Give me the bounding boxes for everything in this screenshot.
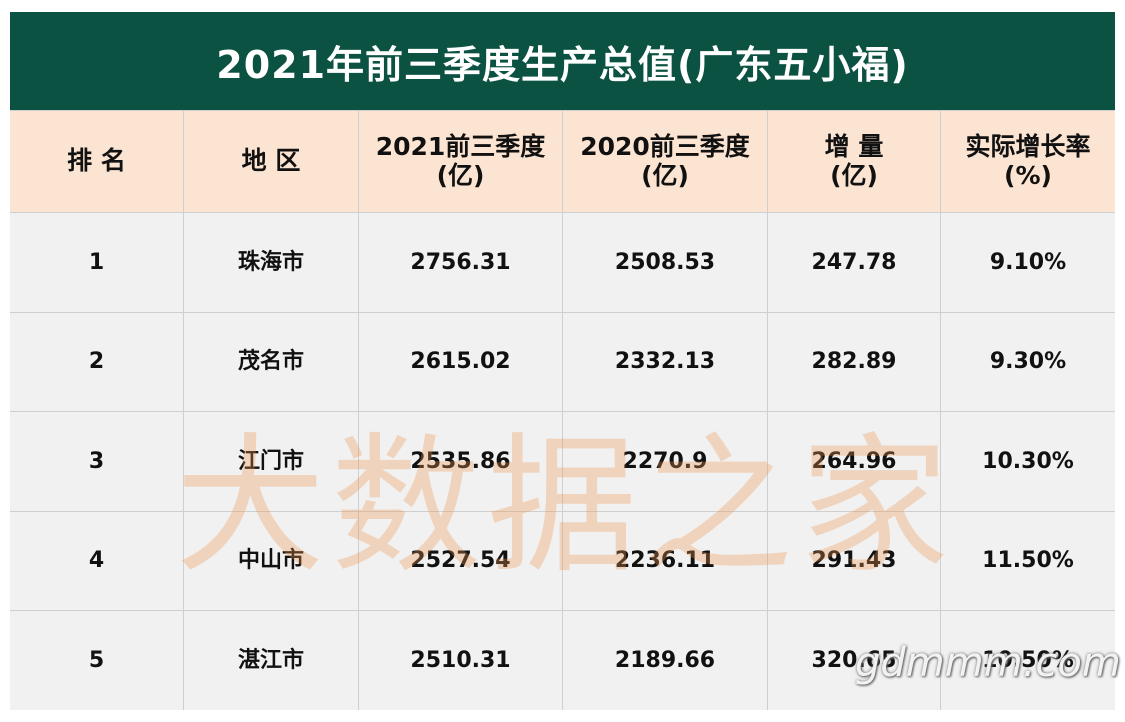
table-cell: 中山市 xyxy=(184,511,358,611)
table-cell: 264.96 xyxy=(768,412,940,511)
table-cell: 江门市 xyxy=(184,412,358,511)
table-cell: 2615.02 xyxy=(359,312,562,412)
header-cell: 2021前三季度 (亿) xyxy=(359,111,562,212)
header-cell: 地 区 xyxy=(184,111,358,212)
table-cell: 2508.53 xyxy=(563,213,767,312)
table-cell: 9.30% xyxy=(941,312,1115,412)
table-cell: 2535.86 xyxy=(359,412,562,511)
table-cell: 2332.13 xyxy=(563,312,767,412)
table-cell: 2 xyxy=(10,312,183,412)
table-cell: 291.43 xyxy=(768,511,940,611)
table-cell: 4 xyxy=(10,511,183,611)
table-cell: 湛江市 xyxy=(184,611,358,710)
table-cell: 5 xyxy=(10,611,183,710)
table-cell: 2756.31 xyxy=(359,213,562,312)
table-title: 2021年前三季度生产总值(广东五小福) xyxy=(10,12,1115,110)
table-cell: 11.50% xyxy=(941,511,1115,611)
header-cell: 2020前三季度 (亿) xyxy=(563,111,767,212)
table-cell: 282.89 xyxy=(768,312,940,412)
table-cell: 10.30% xyxy=(941,412,1115,511)
header-cell: 增 量 (亿) xyxy=(768,111,940,212)
table-cell: 9.10% xyxy=(941,213,1115,312)
table-cell: 2510.31 xyxy=(359,611,562,710)
header-cell: 排 名 xyxy=(10,111,183,212)
header-cell: 实际增长率 (%) xyxy=(941,111,1115,212)
table-cell: 320.65 xyxy=(768,611,940,710)
table-cell: 1 xyxy=(10,213,183,312)
table-cell: 10.50% xyxy=(941,611,1115,710)
table-cell: 珠海市 xyxy=(184,213,358,312)
table-cell: 茂名市 xyxy=(184,312,358,412)
table-cell: 2236.11 xyxy=(563,511,767,611)
table-cell: 2189.66 xyxy=(563,611,767,710)
table-cell: 2270.9 xyxy=(563,412,767,511)
table: 2021年前三季度生产总值(广东五小福) 排 名地 区 2021前三季度 (亿) 2… xyxy=(10,12,1115,710)
table-cell: 3 xyxy=(10,412,183,511)
table-cell: 2527.54 xyxy=(359,511,562,611)
table-cell: 247.78 xyxy=(768,213,940,312)
